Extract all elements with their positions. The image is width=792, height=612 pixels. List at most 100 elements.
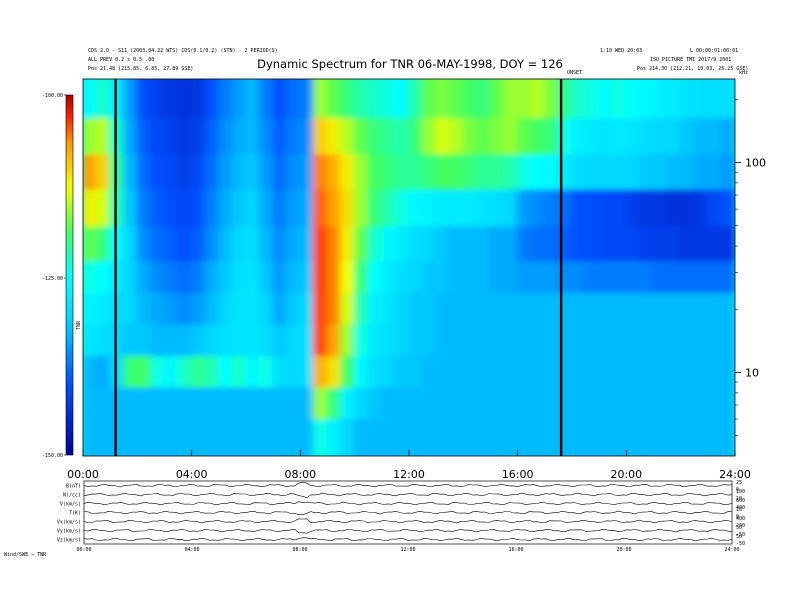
spectrogram-cell [638, 261, 655, 295]
spectrogram-cell [611, 189, 628, 229]
spectrogram-cell [571, 292, 587, 327]
spectrogram-cell [217, 226, 234, 264]
spectrogram-cell [380, 261, 397, 295]
spectrogram-cell [285, 356, 302, 390]
spectrogram-cell [312, 387, 329, 422]
spectrogram-cell [258, 324, 275, 359]
spectrogram-cell [516, 419, 533, 456]
spectrogram-cell [83, 79, 98, 120]
spectrogram-cell [475, 419, 492, 456]
spectrogram-cell [611, 356, 628, 390]
spectrogram-cell [272, 261, 288, 295]
spectrogram-cell [571, 419, 587, 456]
spectrogram-cells [83, 79, 735, 456]
spectrogram-cell [272, 226, 288, 264]
spectrogram-cell [217, 154, 234, 192]
spectrogram-cell [204, 419, 220, 456]
spectrogram-cell [272, 292, 288, 327]
spectrogram-cell [394, 118, 410, 157]
spectrogram-cell [584, 118, 601, 157]
spectrogram-cell [394, 226, 410, 264]
spectrogram-cell [435, 356, 451, 390]
spectrogram-cell [448, 261, 465, 295]
spectrogram-cell [122, 356, 139, 390]
spectrogram-cell [421, 324, 438, 359]
spectrogram-cell [149, 118, 166, 157]
spectrogram-cell [598, 419, 614, 456]
spectrogram-cell [720, 226, 735, 264]
colorbar [65, 94, 74, 456]
spectrogram-cell [380, 189, 397, 229]
spectrogram-cell [231, 189, 247, 229]
spectrogram-cell [122, 118, 139, 157]
spectrogram-cell [516, 261, 533, 295]
spectrogram-cell [625, 292, 641, 327]
spectrogram-cell [408, 226, 424, 264]
spectrogram-cell [462, 387, 478, 422]
spectrogram-cell [462, 419, 478, 456]
header-right: 1:10 WED 20:03 L 00:00:01:00:01 ISO_PICT… [600, 48, 748, 72]
spectrogram-cell [625, 387, 641, 422]
spectrogram-cell [706, 154, 723, 192]
spectrogram-cell [652, 419, 669, 456]
solar-wind-trace [83, 528, 733, 534]
solar-wind-right-tick: 100 [736, 489, 745, 495]
spectrogram-cell [326, 324, 343, 359]
spectrogram-cell [543, 226, 560, 264]
spectrogram-cell [299, 226, 315, 264]
spectrogram-cell [340, 79, 356, 120]
spectrogram-cell [326, 226, 343, 264]
spectrogram-cell [136, 118, 152, 157]
header-right-line-2: L 00:00:01:00:01 [690, 48, 738, 54]
spectrogram-cell [326, 154, 343, 192]
spectrogram-cell [489, 189, 506, 229]
spectrogram-cell [679, 226, 696, 264]
spectrogram-cell [666, 226, 682, 264]
spectrogram-cell [421, 79, 438, 120]
spectrogram-cell [149, 356, 166, 390]
spectrogram-cell [340, 419, 356, 456]
spectrogram-cell [380, 226, 397, 264]
spectrogram-cell [421, 356, 438, 390]
spectrogram-cell [706, 189, 723, 229]
spectrogram-cell [448, 419, 465, 456]
solar-wind-row-label: Vx(km/s) [57, 520, 81, 526]
spectrogram-cell [693, 79, 709, 120]
spectrogram-cell [245, 387, 261, 422]
spectrogram-cell [421, 226, 438, 264]
solar-wind-row-label: N(/cc) [63, 493, 81, 499]
spectrogram-cell [598, 189, 614, 229]
spectrogram-cell [625, 189, 641, 229]
spectrogram-cell [706, 79, 723, 120]
spectrogram-cell [245, 79, 261, 120]
spectrogram-cell [408, 261, 424, 295]
spectrogram-cell [720, 419, 735, 456]
spectrogram-cell [625, 79, 641, 120]
spectrogram-cell [421, 189, 438, 229]
solar-wind-right-tick: 400 [736, 516, 745, 522]
spectrogram-cell [611, 419, 628, 456]
spectrogram-cell [245, 324, 261, 359]
spectrogram-cell [163, 118, 180, 157]
spectrogram-cell [312, 324, 329, 359]
solar-wind-right-tick: 25 [736, 480, 742, 486]
spectrogram-cell [557, 387, 573, 422]
spectrogram-cell [340, 154, 356, 192]
spectrogram-cell [83, 261, 98, 295]
colorbar-ticks: -100.00 -125.00 -150.00 [42, 93, 66, 459]
spectrogram-cell [679, 356, 696, 390]
spectrogram-cell [83, 356, 98, 390]
spectrogram-cell [83, 387, 98, 422]
spectrogram-cell [720, 292, 735, 327]
spectrogram-cell [109, 356, 125, 390]
spectrogram-cell [652, 154, 669, 192]
spectrogram-cell [489, 118, 506, 157]
spectrogram-cell [421, 419, 438, 456]
spectrogram-cell [312, 419, 329, 456]
spectrogram-cell [611, 79, 628, 120]
spectrogram-cell [543, 419, 560, 456]
spectrogram-cell [326, 419, 343, 456]
spectrogram-cell [679, 324, 696, 359]
spectrogram-cell [204, 189, 220, 229]
spectrogram-cell [652, 118, 669, 157]
